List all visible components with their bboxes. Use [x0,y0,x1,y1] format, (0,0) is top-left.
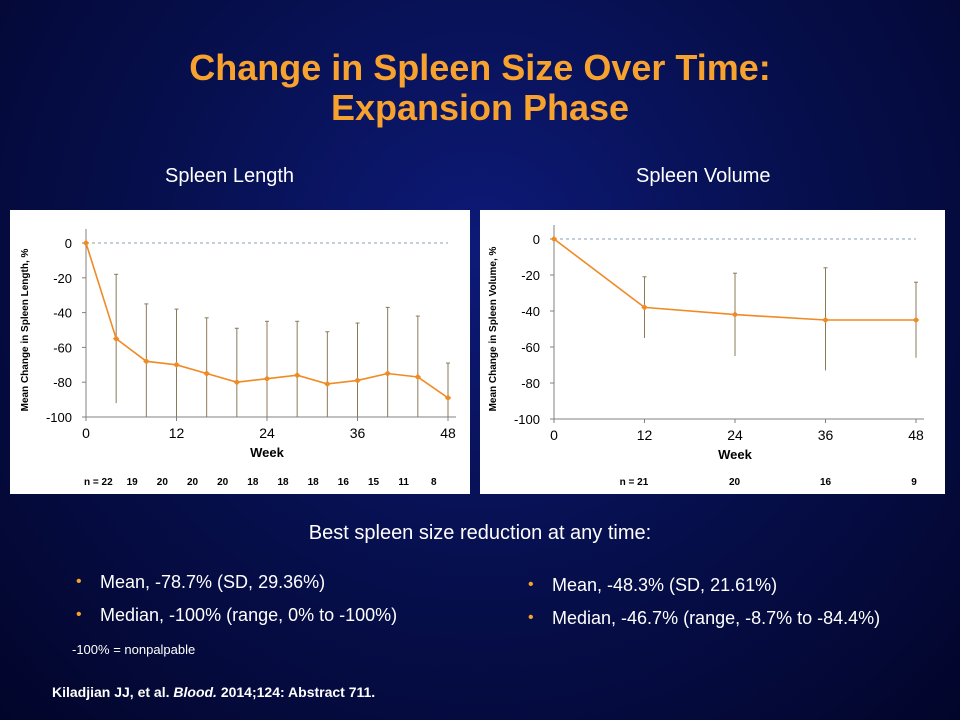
n-value: 16 [820,477,832,488]
x-tick-label: 36 [818,427,834,443]
n-value: 18 [247,477,259,488]
n-value: 15 [368,477,380,488]
left-bullet-mean: • Mean, -78.7% (SD, 29.36%) [76,572,397,592]
data-point [293,372,301,379]
bullet-dot-icon: • [76,573,82,590]
data-point [173,361,180,368]
data-point [112,335,120,342]
y-tick-label: -20 [521,268,540,283]
x-tick-label: 0 [82,425,90,441]
data-point [731,311,739,318]
y-tick-label: 0 [65,236,72,251]
n-value: 8 [431,477,437,488]
data-point [912,316,920,324]
left-bullet-list: • Mean, -78.7% (SD, 29.36%) • Median, -100… [76,572,397,638]
bullet-text: Mean, -48.3% (SD, 21.61%) [552,575,778,595]
citation-details: 2014;124: Abstract 711. [220,684,376,700]
summary-heading: Best spleen size reduction at any time: [308,522,652,544]
left-bullet-median: • Median, -100% (range, 0% to -100%) [76,605,397,625]
data-point [822,316,829,324]
n-value: 18 [277,477,289,488]
data-point [203,370,210,377]
y-tick-label: -100 [514,412,540,427]
x-axis-label: Week [250,445,284,460]
right-bullet-median: • Median, -46.7% (range, -8.7% to -84.4%) [528,608,880,628]
y-tick-label: -80 [521,376,540,391]
right-bullet-mean: • Mean, -48.3% (SD, 21.61%) [528,575,880,595]
n-value: 20 [729,477,741,488]
y-tick-label: 0 [533,232,540,247]
x-tick-label: 48 [908,427,924,443]
n-value: 20 [157,477,169,488]
y-axis-label: Mean Change in Spleen Volume, % [488,246,499,411]
x-tick-label: 36 [350,425,366,441]
data-point [384,370,391,377]
citation-journal: Blood. [173,684,217,700]
citation-authors: Kiladjian JJ, et al. [52,684,170,700]
y-axis-label: Mean Change in Spleen Length, % [20,248,31,411]
x-axis-label: Week [718,447,752,462]
y-tick-label: -60 [53,340,72,355]
spleen-volume-chart: 0 -20 -40 -60 -80 -100 0 12 24 36 48 Week Mean Chang… [488,225,924,488]
n-value: 11 [398,477,409,488]
data-point [143,358,150,365]
bullet-dot-icon: • [528,609,534,626]
n-value: 16 [338,477,350,488]
left-chart-subtitle: Spleen Length [165,165,295,187]
y-tick-label: -20 [53,271,72,286]
x-tick-label: 12 [169,425,185,441]
data-point [414,373,422,381]
y-tick-label: -60 [521,340,540,355]
bullet-dot-icon: • [76,606,82,623]
x-tick-label: 12 [637,427,653,443]
data-point [354,377,361,384]
citation: Kiladjian JJ, et al. Blood. 2014;124: Ab… [52,684,375,700]
right-bullet-list: • Mean, -48.3% (SD, 21.61%) • Median, -46.… [528,575,880,641]
x-tick-label: 24 [727,427,743,443]
n-value: 9 [911,477,917,488]
y-tick-label: -40 [521,304,540,319]
n-value: 18 [308,477,320,488]
title-line-2: Expansion Phase [330,87,630,128]
bullet-dot-icon: • [528,576,534,593]
n-label: n = 22 [84,477,113,488]
right-chart-subtitle: Spleen Volume [636,165,771,187]
n-value: 20 [187,477,199,488]
data-point [550,235,558,243]
x-tick-label: 0 [550,427,558,443]
x-tick-label: 48 [440,425,456,441]
n-value: 20 [217,477,229,488]
bullet-text: Mean, -78.7% (SD, 29.36%) [100,572,326,592]
title-line-1: Change in Spleen Size Over Time: [189,47,771,88]
bullet-text: Median, -46.7% (range, -8.7% to -84.4%) [552,608,881,628]
nonpalpable-note: -100% = nonpalpable [72,642,196,657]
data-point [444,394,452,402]
y-tick-label: -80 [53,375,72,390]
data-point [324,380,331,388]
spleen-length-chart-panel: 0 -20 -40 -60 -80 -100 0 12 24 36 48 Week Mean Chang… [10,210,470,494]
y-tick-label: -100 [46,410,72,425]
data-point [82,239,90,247]
data-point [233,379,241,386]
data-point [263,375,271,382]
bullet-text: Median, -100% (range, 0% to -100%) [100,605,398,625]
n-label: n = 21 [620,477,649,488]
n-value: 19 [127,477,139,488]
y-tick-label: -40 [53,306,72,321]
spleen-volume-chart-panel: 0 -20 -40 -60 -80 -100 0 12 24 36 48 Week Mean Chang… [480,210,945,494]
spleen-length-chart: 0 -20 -40 -60 -80 -100 0 12 24 36 48 Week Mean Chang… [20,229,456,488]
x-tick-label: 24 [259,425,275,441]
data-point [641,304,648,311]
slide-title: Change in Spleen Size Over Time: Expansi… [0,48,960,128]
